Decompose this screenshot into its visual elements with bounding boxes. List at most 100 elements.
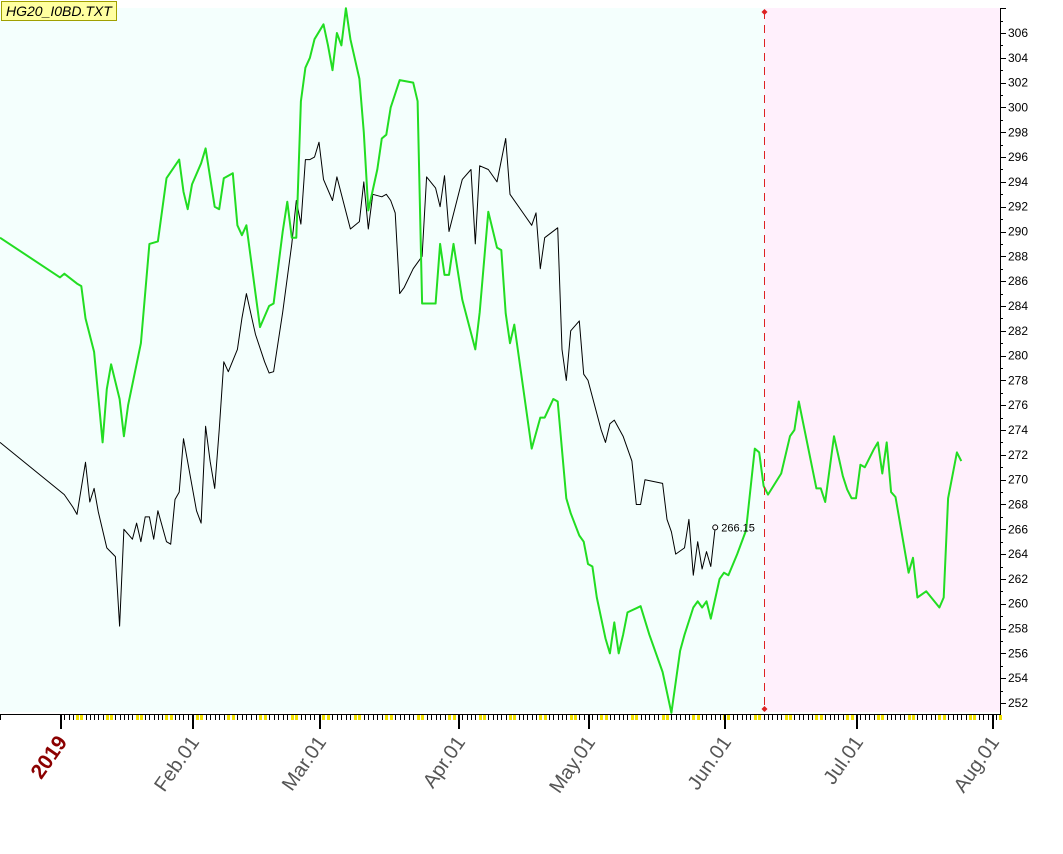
y-tick-label: 274 (1008, 423, 1028, 437)
x-weekend-tick (264, 715, 267, 720)
x-day-tick (957, 715, 958, 720)
x-day-tick (149, 715, 150, 720)
x-day-tick (475, 715, 476, 720)
x-day-tick (301, 715, 302, 720)
x-day-tick (103, 715, 104, 720)
x-weekend-tick (453, 715, 456, 720)
x-day-tick (305, 715, 306, 720)
x-day-tick (706, 715, 707, 720)
x-weekend-tick (509, 715, 512, 720)
x-weekend-tick (170, 715, 173, 720)
x-day-tick (246, 715, 247, 720)
y-tick-label: 282 (1008, 324, 1028, 338)
x-day-tick (627, 715, 628, 720)
x-weekend-tick (912, 715, 915, 720)
x-day-tick (768, 715, 769, 720)
series-line-green (0, 7, 963, 714)
x-weekend-tick (483, 715, 486, 720)
x-day-tick (614, 715, 615, 720)
x-day-tick (219, 715, 220, 720)
x-month-tick (588, 715, 590, 729)
x-day-tick (953, 715, 954, 720)
x-weekend-tick (727, 715, 730, 720)
x-month-tick (60, 715, 62, 729)
x-weekend-tick (200, 715, 203, 720)
x-day-tick (179, 715, 180, 720)
x-weekend-tick (196, 715, 199, 720)
x-weekend-tick (789, 715, 792, 720)
x-weekend-tick (877, 715, 880, 720)
x-weekend-tick (938, 715, 941, 720)
x-weekend-tick (165, 715, 168, 720)
x-day-tick (966, 715, 967, 720)
x-weekend-tick (973, 715, 976, 720)
x-day-tick (562, 715, 563, 720)
x-day-tick (64, 715, 65, 720)
x-day-tick (812, 715, 813, 720)
x-tick-label: Jul.01 (819, 732, 868, 788)
x-day-tick (746, 715, 747, 720)
x-day-tick (210, 715, 211, 720)
x-day-tick (501, 715, 502, 720)
x-day-tick (597, 715, 598, 720)
x-day-tick (413, 715, 414, 720)
x-day-tick (94, 715, 95, 720)
x-day-tick (283, 715, 284, 720)
x-day-tick (145, 715, 146, 720)
x-day-tick (183, 715, 184, 720)
x-day-tick (781, 715, 782, 720)
x-day-tick (86, 715, 87, 720)
x-day-tick (649, 715, 650, 720)
x-day-tick (256, 715, 257, 720)
x-day-tick (834, 715, 835, 720)
x-day-tick (377, 715, 378, 720)
x-day-tick (830, 715, 831, 720)
y-tick-label: 254 (1008, 671, 1028, 685)
x-day-tick (917, 715, 918, 720)
x-day-tick (549, 715, 550, 720)
x-day-tick (395, 715, 396, 720)
x-day-tick (436, 715, 437, 720)
x-day-tick (251, 715, 252, 720)
x-day-tick (162, 715, 163, 720)
x-day-tick (979, 715, 980, 720)
x-day-tick (553, 715, 554, 720)
x-day-tick (527, 715, 528, 720)
x-day-tick (926, 715, 927, 720)
x-day-tick (467, 715, 468, 720)
x-day-tick (404, 715, 405, 720)
x-day-tick (584, 715, 585, 720)
x-day-tick (891, 715, 892, 720)
x-day-tick (645, 715, 646, 720)
x-day-tick (237, 715, 238, 720)
x-weekend-tick (908, 715, 911, 720)
x-day-tick (175, 715, 176, 720)
y-tick-label: 268 (1008, 497, 1028, 511)
y-tick-label: 288 (1008, 249, 1028, 263)
x-day-tick (269, 715, 270, 720)
x-day-tick (931, 715, 932, 720)
x-day-tick (431, 715, 432, 720)
x-weekend-tick (232, 715, 235, 720)
x-weekend-tick (758, 715, 761, 720)
y-tick-label: 276 (1008, 398, 1028, 412)
x-day-tick (128, 715, 129, 720)
x-day-tick (720, 715, 721, 720)
x-day-tick (566, 715, 567, 720)
x-day-tick (278, 715, 279, 720)
x-day-tick (711, 715, 712, 720)
x-weekend-tick (106, 715, 109, 720)
x-day-tick (488, 715, 489, 720)
x-day-tick (983, 715, 984, 720)
y-tick-label: 300 (1008, 100, 1028, 114)
x-weekend-tick (291, 715, 294, 720)
x-day-tick (922, 715, 923, 720)
x-weekend-tick (227, 715, 230, 720)
x-day-tick (337, 715, 338, 720)
x-day-tick (702, 715, 703, 720)
divider-top-marker (761, 9, 768, 15)
x-weekend-tick (943, 715, 946, 720)
y-tick-label: 278 (1008, 373, 1028, 387)
x-day-tick (0, 715, 1, 720)
y-tick-label: 280 (1008, 349, 1028, 363)
